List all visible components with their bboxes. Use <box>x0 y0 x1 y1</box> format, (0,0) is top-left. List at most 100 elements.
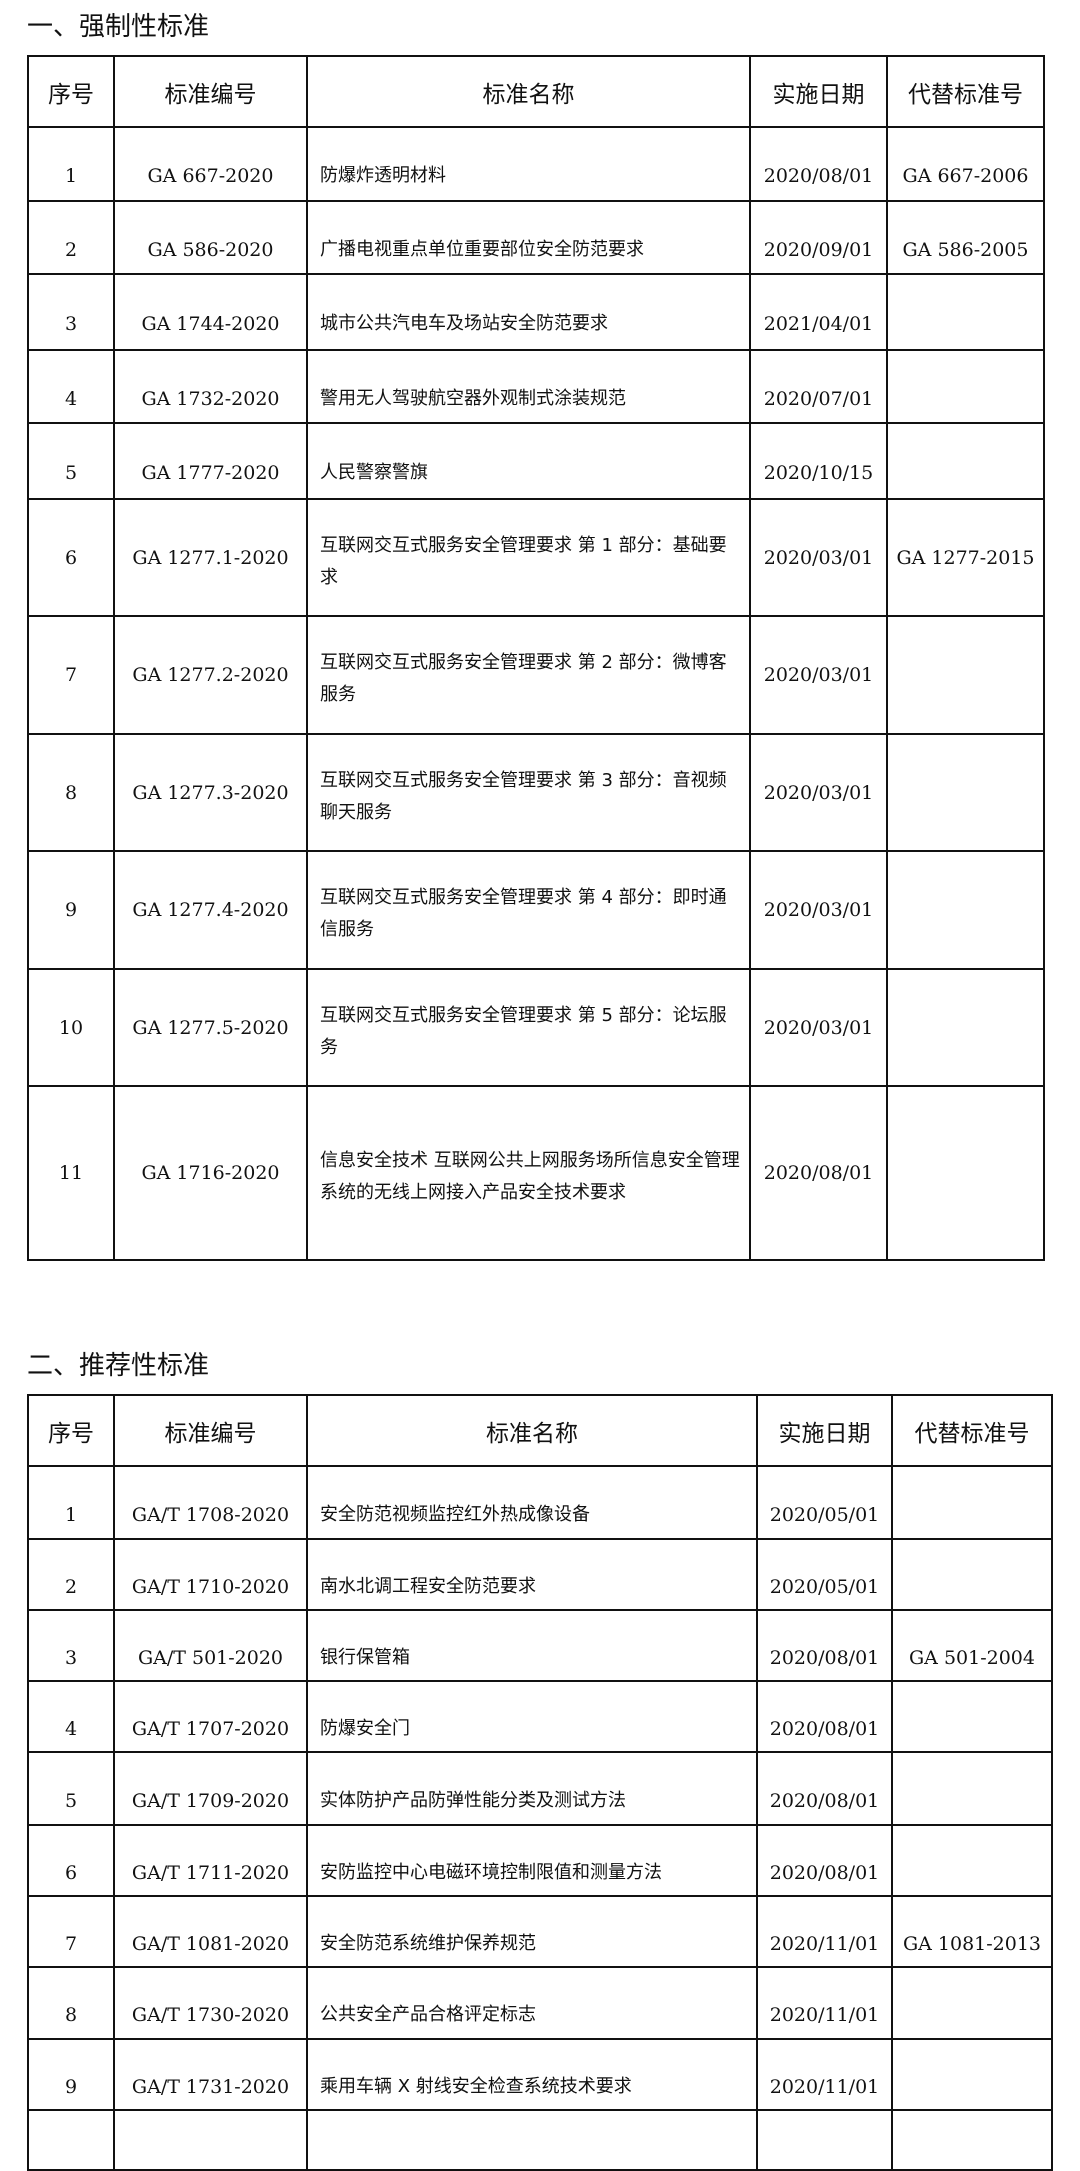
table-row: 4 GA/T 1707-2020 防爆安全门 2020/08/01 <box>27 1680 1053 1753</box>
cell-standard-name: 实体防护产品防弹性能分类及测试方法 <box>306 1751 758 1826</box>
cell-seq: 2 <box>27 200 115 275</box>
cell-replaced-standard <box>891 1465 1053 1540</box>
header-standard-number: 标准编号 <box>113 55 308 128</box>
cell-effective-date: 2020/05/01 <box>756 1538 893 1611</box>
cell-seq: 2 <box>27 1538 115 1611</box>
cell-effective-date: 2020/03/01 <box>749 968 888 1087</box>
cell-standard-name: 警用无人驾驶航空器外观制式涂装规范 <box>306 349 751 424</box>
header-standard-name: 标准名称 <box>306 1394 758 1467</box>
cell-seq: 3 <box>27 273 115 351</box>
cell-standard-name: 安防监控中心电磁环境控制限值和测量方法 <box>306 1824 758 1897</box>
cell-effective-date: 2020/10/15 <box>749 422 888 500</box>
cell-standard-name: 信息安全技术 互联网公共上网服务场所信息安全管理系统的无线上网接入产品安全技术要… <box>306 1085 751 1261</box>
cell-standard-number: GA 1277.4-2020 <box>113 850 308 970</box>
cell-standard-number <box>113 2109 308 2171</box>
cell-standard-name: 互联网交互式服务安全管理要求 第 1 部分：基础要求 <box>306 498 751 617</box>
cell-standard-number: GA/T 1731-2020 <box>113 2038 308 2111</box>
cell-replaced-standard <box>886 968 1045 1087</box>
cell-standard-number: GA 586-2020 <box>113 200 308 275</box>
cell-seq: 4 <box>27 1680 115 1753</box>
table-row: 2 GA 586-2020 广播电视重点单位重要部位安全防范要求 2020/09/01… <box>27 200 1045 275</box>
cell-seq: 8 <box>27 1966 115 2040</box>
cell-effective-date: 2020/11/01 <box>756 2038 893 2111</box>
cell-standard-number: GA/T 501-2020 <box>113 1609 308 1682</box>
cell-standard-name: 南水北调工程安全防范要求 <box>306 1538 758 1611</box>
cell-standard-name: 互联网交互式服务安全管理要求 第 5 部分：论坛服务 <box>306 968 751 1087</box>
cell-effective-date: 2020/03/01 <box>749 498 888 617</box>
cell-standard-name: 广播电视重点单位重要部位安全防范要求 <box>306 200 751 275</box>
cell-standard-number: GA 1777-2020 <box>113 422 308 500</box>
table-row <box>27 2109 1053 2171</box>
cell-standard-name: 银行保管箱 <box>306 1609 758 1682</box>
cell-standard-number: GA 1744-2020 <box>113 273 308 351</box>
cell-effective-date: 2020/09/01 <box>749 200 888 275</box>
cell-replaced-standard: GA 667-2006 <box>886 126 1045 202</box>
cell-seq: 5 <box>27 1751 115 1826</box>
cell-standard-number: GA 667-2020 <box>113 126 308 202</box>
cell-seq: 1 <box>27 126 115 202</box>
cell-standard-number: GA 1277.1-2020 <box>113 498 308 617</box>
cell-replaced-standard <box>886 349 1045 424</box>
cell-seq: 9 <box>27 2038 115 2111</box>
cell-effective-date: 2020/07/01 <box>749 349 888 424</box>
cell-seq: 8 <box>27 733 115 852</box>
header-effective-date: 实施日期 <box>756 1394 893 1467</box>
cell-replaced-standard: GA 1277-2015 <box>886 498 1045 617</box>
cell-standard-name: 公共安全产品合格评定标志 <box>306 1966 758 2040</box>
cell-standard-name: 城市公共汽电车及场站安全防范要求 <box>306 273 751 351</box>
cell-seq: 7 <box>27 615 115 735</box>
cell-standard-number: GA 1716-2020 <box>113 1085 308 1261</box>
recommended-standards-table: 序号 标准编号 标准名称 实施日期 代替标准号 1 GA/T 1708-2020 安全防范视… <box>27 1394 1053 2171</box>
header-standard-number: 标准编号 <box>113 1394 308 1467</box>
cell-replaced-standard <box>891 2109 1053 2171</box>
table-row: 6 GA/T 1711-2020 安防监控中心电磁环境控制限值和测量方法 2020/0… <box>27 1824 1053 1897</box>
cell-seq: 6 <box>27 498 115 617</box>
table-row: 7 GA 1277.2-2020 互联网交互式服务安全管理要求 第 2 部分：微博客… <box>27 615 1045 735</box>
table-row: 10 GA 1277.5-2020 互联网交互式服务安全管理要求 第 5 部分：论坛… <box>27 968 1045 1087</box>
cell-replaced-standard <box>886 733 1045 852</box>
cell-seq: 5 <box>27 422 115 500</box>
table-row: 9 GA 1277.4-2020 互联网交互式服务安全管理要求 第 4 部分：即时通… <box>27 850 1045 970</box>
cell-standard-name: 人民警察警旗 <box>306 422 751 500</box>
cell-seq: 10 <box>27 968 115 1087</box>
table-row: 5 GA/T 1709-2020 实体防护产品防弹性能分类及测试方法 2020/08/… <box>27 1751 1053 1826</box>
cell-standard-name: 乘用车辆 X 射线安全检查系统技术要求 <box>306 2038 758 2111</box>
header-replaced-standard: 代替标准号 <box>886 55 1045 128</box>
cell-replaced-standard <box>886 615 1045 735</box>
cell-replaced-standard <box>891 1680 1053 1753</box>
table-row: 1 GA/T 1708-2020 安全防范视频监控红外热成像设备 2020/05/01 <box>27 1465 1053 1540</box>
mandatory-standards-table: 序号 标准编号 标准名称 实施日期 代替标准号 1 GA 667-2020 防爆炸透明材料 2… <box>27 55 1045 1261</box>
cell-seq: 6 <box>27 1824 115 1897</box>
table-row: 5 GA 1777-2020 人民警察警旗 2020/10/15 <box>27 422 1045 500</box>
cell-replaced-standard <box>891 1966 1053 2040</box>
table-row: 2 GA/T 1710-2020 南水北调工程安全防范要求 2020/05/01 <box>27 1538 1053 1611</box>
cell-replaced-standard <box>891 1824 1053 1897</box>
cell-effective-date: 2020/08/01 <box>749 126 888 202</box>
cell-standard-number: GA 1277.2-2020 <box>113 615 308 735</box>
cell-replaced-standard <box>886 273 1045 351</box>
header-seq: 序号 <box>27 55 115 128</box>
table-row: 11 GA 1716-2020 信息安全技术 互联网公共上网服务场所信息安全管理系统… <box>27 1085 1045 1261</box>
table-row: 3 GA/T 501-2020 银行保管箱 2020/08/01 GA 501-2004 <box>27 1609 1053 1682</box>
section-title-recommended: 二、推荐性标准 <box>27 1351 210 1381</box>
cell-replaced-standard <box>886 1085 1045 1261</box>
cell-standard-number: GA/T 1730-2020 <box>113 1966 308 2040</box>
header-replaced-standard: 代替标准号 <box>891 1394 1053 1467</box>
cell-seq: 1 <box>27 1465 115 1540</box>
cell-effective-date: 2020/08/01 <box>756 1609 893 1682</box>
cell-seq: 11 <box>27 1085 115 1261</box>
table-row: 6 GA 1277.1-2020 互联网交互式服务安全管理要求 第 1 部分：基础要… <box>27 498 1045 617</box>
header-standard-name: 标准名称 <box>306 55 751 128</box>
cell-replaced-standard <box>891 1538 1053 1611</box>
cell-effective-date: 2020/03/01 <box>749 733 888 852</box>
cell-standard-number: GA/T 1710-2020 <box>113 1538 308 1611</box>
cell-standard-name: 安全防范视频监控红外热成像设备 <box>306 1465 758 1540</box>
cell-replaced-standard <box>891 2038 1053 2111</box>
cell-effective-date: 2020/08/01 <box>756 1751 893 1826</box>
header-seq: 序号 <box>27 1394 115 1467</box>
cell-standard-name: 安全防范系统维护保养规范 <box>306 1895 758 1968</box>
cell-effective-date: 2020/08/01 <box>756 1824 893 1897</box>
cell-effective-date: 2021/04/01 <box>749 273 888 351</box>
cell-standard-name: 互联网交互式服务安全管理要求 第 4 部分：即时通信服务 <box>306 850 751 970</box>
cell-replaced-standard: GA 586-2005 <box>886 200 1045 275</box>
